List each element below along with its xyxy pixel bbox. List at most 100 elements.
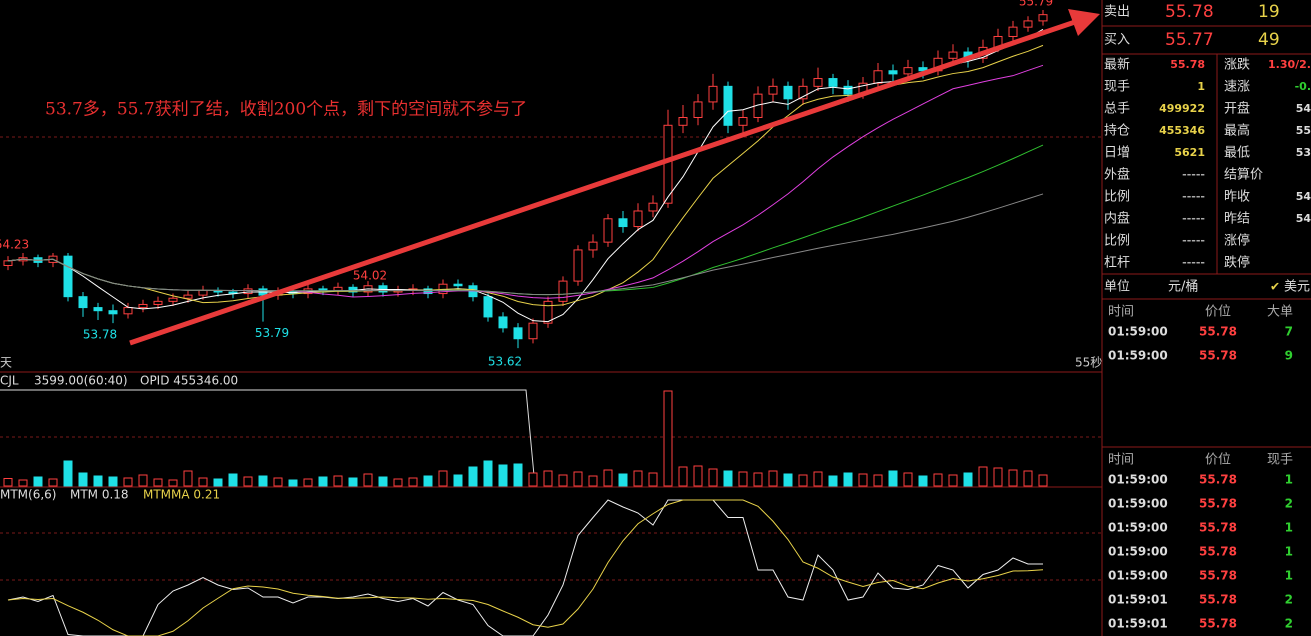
volume-bar [543, 470, 553, 487]
quote-price: 55.78 [1165, 2, 1214, 22]
table-header: 价位 [1205, 305, 1231, 320]
quote-label: 现手 [1104, 80, 1130, 95]
table-cell: 55.78 [1199, 617, 1237, 631]
volume-bar [933, 473, 943, 487]
quote-value: ----- [1182, 168, 1205, 181]
table-cell: 01:59:00 [1108, 349, 1168, 363]
volume-bar [813, 471, 823, 487]
volume-bar [468, 466, 478, 487]
table-header: 时间 [1108, 305, 1134, 320]
volume-bar [1038, 474, 1048, 487]
currency-option[interactable]: 美元 [1284, 280, 1310, 295]
moving-average [7, 28, 1044, 323]
opid-value: OPID 455346.00 [140, 374, 238, 388]
volume-bar [348, 477, 358, 487]
volume-bar [168, 479, 178, 487]
volume-bar [513, 463, 523, 487]
volume-bar [843, 472, 853, 487]
volume-bar [78, 472, 88, 487]
volume-bar [498, 464, 508, 487]
candle-body [543, 300, 553, 324]
quote-label: 涨停 [1224, 233, 1250, 249]
candle-body [1038, 14, 1048, 22]
volume-bar [633, 470, 643, 487]
extreme-label: 54.02 [353, 268, 387, 282]
table-cell: 1 [1285, 545, 1293, 559]
candle-body [663, 124, 673, 204]
table-cell: 1 [1285, 473, 1293, 487]
candle-body [123, 307, 133, 315]
candle-body [618, 218, 628, 228]
candle-body [78, 296, 88, 309]
quote-label: 外盘 [1104, 167, 1130, 183]
candle-body [798, 85, 808, 100]
volume-bar [618, 473, 628, 487]
volume-bar [333, 475, 343, 487]
candle-body [1008, 26, 1018, 37]
volume-bar [48, 478, 58, 487]
candle-body [513, 327, 523, 340]
checkmark: ✔ [1270, 280, 1280, 294]
quote-value: ----- [1182, 234, 1205, 247]
table-cell: 01:59:00 [1108, 569, 1168, 583]
candle-body [558, 280, 568, 302]
opid-line [0, 389, 536, 487]
volume-bar [663, 390, 673, 487]
volume-bar [183, 470, 193, 487]
table-cell: 7 [1285, 325, 1293, 339]
quote-label: 跌停 [1224, 255, 1250, 271]
quote-label: 内盘 [1104, 211, 1130, 227]
candle-body [648, 202, 658, 212]
table-header: 大单 [1267, 305, 1293, 320]
table-cell: 2 [1285, 617, 1293, 631]
candle-body [633, 210, 643, 228]
quote-value: 54 [1296, 102, 1311, 115]
volume-bar [393, 478, 403, 487]
candle-body [138, 303, 148, 309]
mtmma-value: MTMMA 0.21 [143, 488, 220, 502]
quote-label: 开盘 [1224, 101, 1250, 117]
volume-bar [678, 466, 688, 487]
volume-bar [228, 473, 238, 487]
volume-indicator-value: 3599.00(60:40) [34, 374, 128, 388]
volume-bar [303, 478, 313, 487]
table-cell: 01:59:00 [1108, 473, 1168, 487]
quote-value: 1.30/2. [1268, 58, 1311, 71]
volume-bar [588, 475, 598, 487]
table-cell: 01:59:00 [1108, 521, 1168, 535]
candle-body [318, 288, 328, 291]
quote-price: 55.77 [1165, 30, 1214, 50]
candle-body [768, 85, 778, 95]
volume-bar [723, 470, 733, 487]
table-cell: 55.78 [1199, 473, 1237, 487]
unit-value: 元/桶 [1168, 280, 1198, 295]
table-cell: 01:59:01 [1108, 593, 1168, 607]
volume-bar [153, 478, 163, 487]
volume-bar [138, 474, 148, 487]
candle-body [888, 70, 898, 75]
quote-value: 499922 [1159, 102, 1205, 115]
volume-bar [363, 473, 373, 487]
candle-body [1023, 20, 1033, 28]
candle-body [168, 297, 178, 302]
quote-label: 杠杆 [1104, 255, 1130, 271]
candle-body [453, 283, 463, 287]
volume-bar [858, 473, 868, 487]
volume-bar [408, 477, 418, 487]
table-cell: 55.78 [1199, 569, 1237, 583]
volume-bar [258, 475, 268, 487]
volume-bar [648, 472, 658, 487]
quote-value: 5621 [1174, 146, 1205, 159]
candle-body [183, 294, 193, 299]
dashed-guides [0, 136, 1102, 581]
table-cell: 01:59:00 [1108, 545, 1168, 559]
candle-body [828, 78, 838, 87]
quote-value: 55.78 [1170, 58, 1205, 71]
mtm-indicator: MTM(6,6) [0, 488, 56, 502]
quote-value: ----- [1182, 190, 1205, 203]
candle-body [108, 310, 118, 315]
candle-body [93, 307, 103, 312]
quote-label: 日增 [1104, 146, 1130, 161]
quote-value: 54 [1296, 212, 1311, 225]
